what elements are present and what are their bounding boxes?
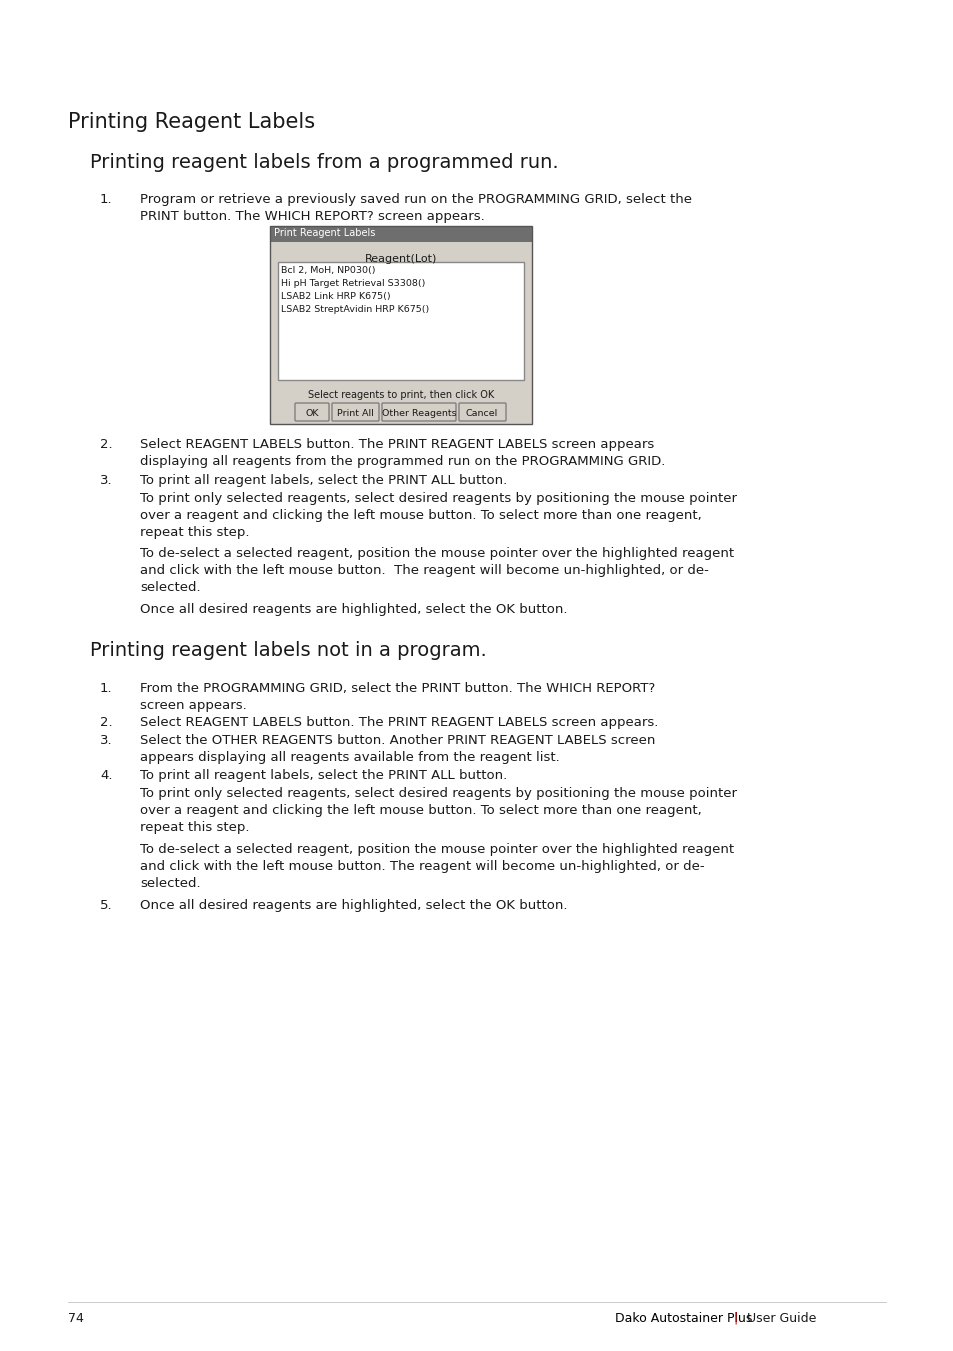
Text: LSAB2 StreptAvidin HRP K675(): LSAB2 StreptAvidin HRP K675() [281, 305, 429, 313]
FancyBboxPatch shape [294, 403, 329, 422]
Text: Select the OTHER REAGENTS button. Another PRINT REAGENT LABELS screen
appears di: Select the OTHER REAGENTS button. Anothe… [140, 734, 655, 765]
Text: Select reagents to print, then click OK: Select reagents to print, then click OK [308, 390, 494, 400]
Text: 4.: 4. [100, 769, 112, 782]
FancyBboxPatch shape [381, 403, 456, 422]
Text: Printing reagent labels from a programmed run.: Printing reagent labels from a programme… [90, 153, 558, 172]
Text: Once all desired reagents are highlighted, select the OK button.: Once all desired reagents are highlighte… [140, 898, 567, 912]
Text: To print all reagent labels, select the PRINT ALL button.: To print all reagent labels, select the … [140, 769, 507, 782]
Text: Once all desired reagents are highlighted, select the OK button.: Once all desired reagents are highlighte… [140, 603, 567, 616]
FancyBboxPatch shape [458, 403, 505, 422]
Text: Reagent(Lot): Reagent(Lot) [364, 254, 436, 263]
Text: User Guide: User Guide [746, 1312, 816, 1325]
Text: Printing Reagent Labels: Printing Reagent Labels [68, 112, 314, 132]
Text: Cancel: Cancel [465, 408, 497, 417]
Text: 2.: 2. [100, 716, 112, 730]
Text: Printing reagent labels not in a program.: Printing reagent labels not in a program… [90, 640, 486, 661]
FancyBboxPatch shape [332, 403, 378, 422]
Text: 1.: 1. [100, 193, 112, 205]
Text: |: | [730, 1312, 742, 1325]
Text: Print All: Print All [336, 408, 373, 417]
Text: LSAB2 Link HRP K675(): LSAB2 Link HRP K675() [281, 292, 390, 301]
Text: Select REAGENT LABELS button. The PRINT REAGENT LABELS screen appears.: Select REAGENT LABELS button. The PRINT … [140, 716, 658, 730]
Bar [270, 226, 532, 242]
Text: OK: OK [305, 408, 318, 417]
Text: 5.: 5. [100, 898, 112, 912]
Text: Other Reagents: Other Reagents [381, 408, 456, 417]
Bar [270, 226, 532, 424]
Text: 3.: 3. [100, 474, 112, 486]
Text: From the PROGRAMMING GRID, select the PRINT button. The WHICH REPORT?
screen app: From the PROGRAMMING GRID, select the PR… [140, 682, 655, 712]
Text: Hi pH Target Retrieval S3308(): Hi pH Target Retrieval S3308() [281, 280, 425, 288]
Text: Print Reagent Labels: Print Reagent Labels [274, 228, 375, 238]
Bar [270, 242, 532, 424]
Text: Dako Autostainer Plus: Dako Autostainer Plus [615, 1312, 752, 1325]
Text: 74: 74 [68, 1312, 84, 1325]
Text: Bcl 2, MoH, NP030(): Bcl 2, MoH, NP030() [281, 266, 375, 276]
Text: 3.: 3. [100, 734, 112, 747]
Text: Select REAGENT LABELS button. The PRINT REAGENT LABELS screen appears
displaying: Select REAGENT LABELS button. The PRINT … [140, 438, 664, 467]
Text: 2.: 2. [100, 438, 112, 451]
Text: To de-select a selected reagent, position the mouse pointer over the highlighted: To de-select a selected reagent, positio… [140, 843, 734, 890]
Bar [277, 262, 523, 380]
Text: To de-select a selected reagent, position the mouse pointer over the highlighted: To de-select a selected reagent, positio… [140, 547, 734, 594]
Text: To print only selected reagents, select desired reagents by positioning the mous: To print only selected reagents, select … [140, 788, 737, 834]
Text: Program or retrieve a previously saved run on the PROGRAMMING GRID, select the
P: Program or retrieve a previously saved r… [140, 193, 691, 223]
Text: 1.: 1. [100, 682, 112, 694]
Text: To print all reagent labels, select the PRINT ALL button.: To print all reagent labels, select the … [140, 474, 507, 486]
Text: To print only selected reagents, select desired reagents by positioning the mous: To print only selected reagents, select … [140, 492, 737, 539]
